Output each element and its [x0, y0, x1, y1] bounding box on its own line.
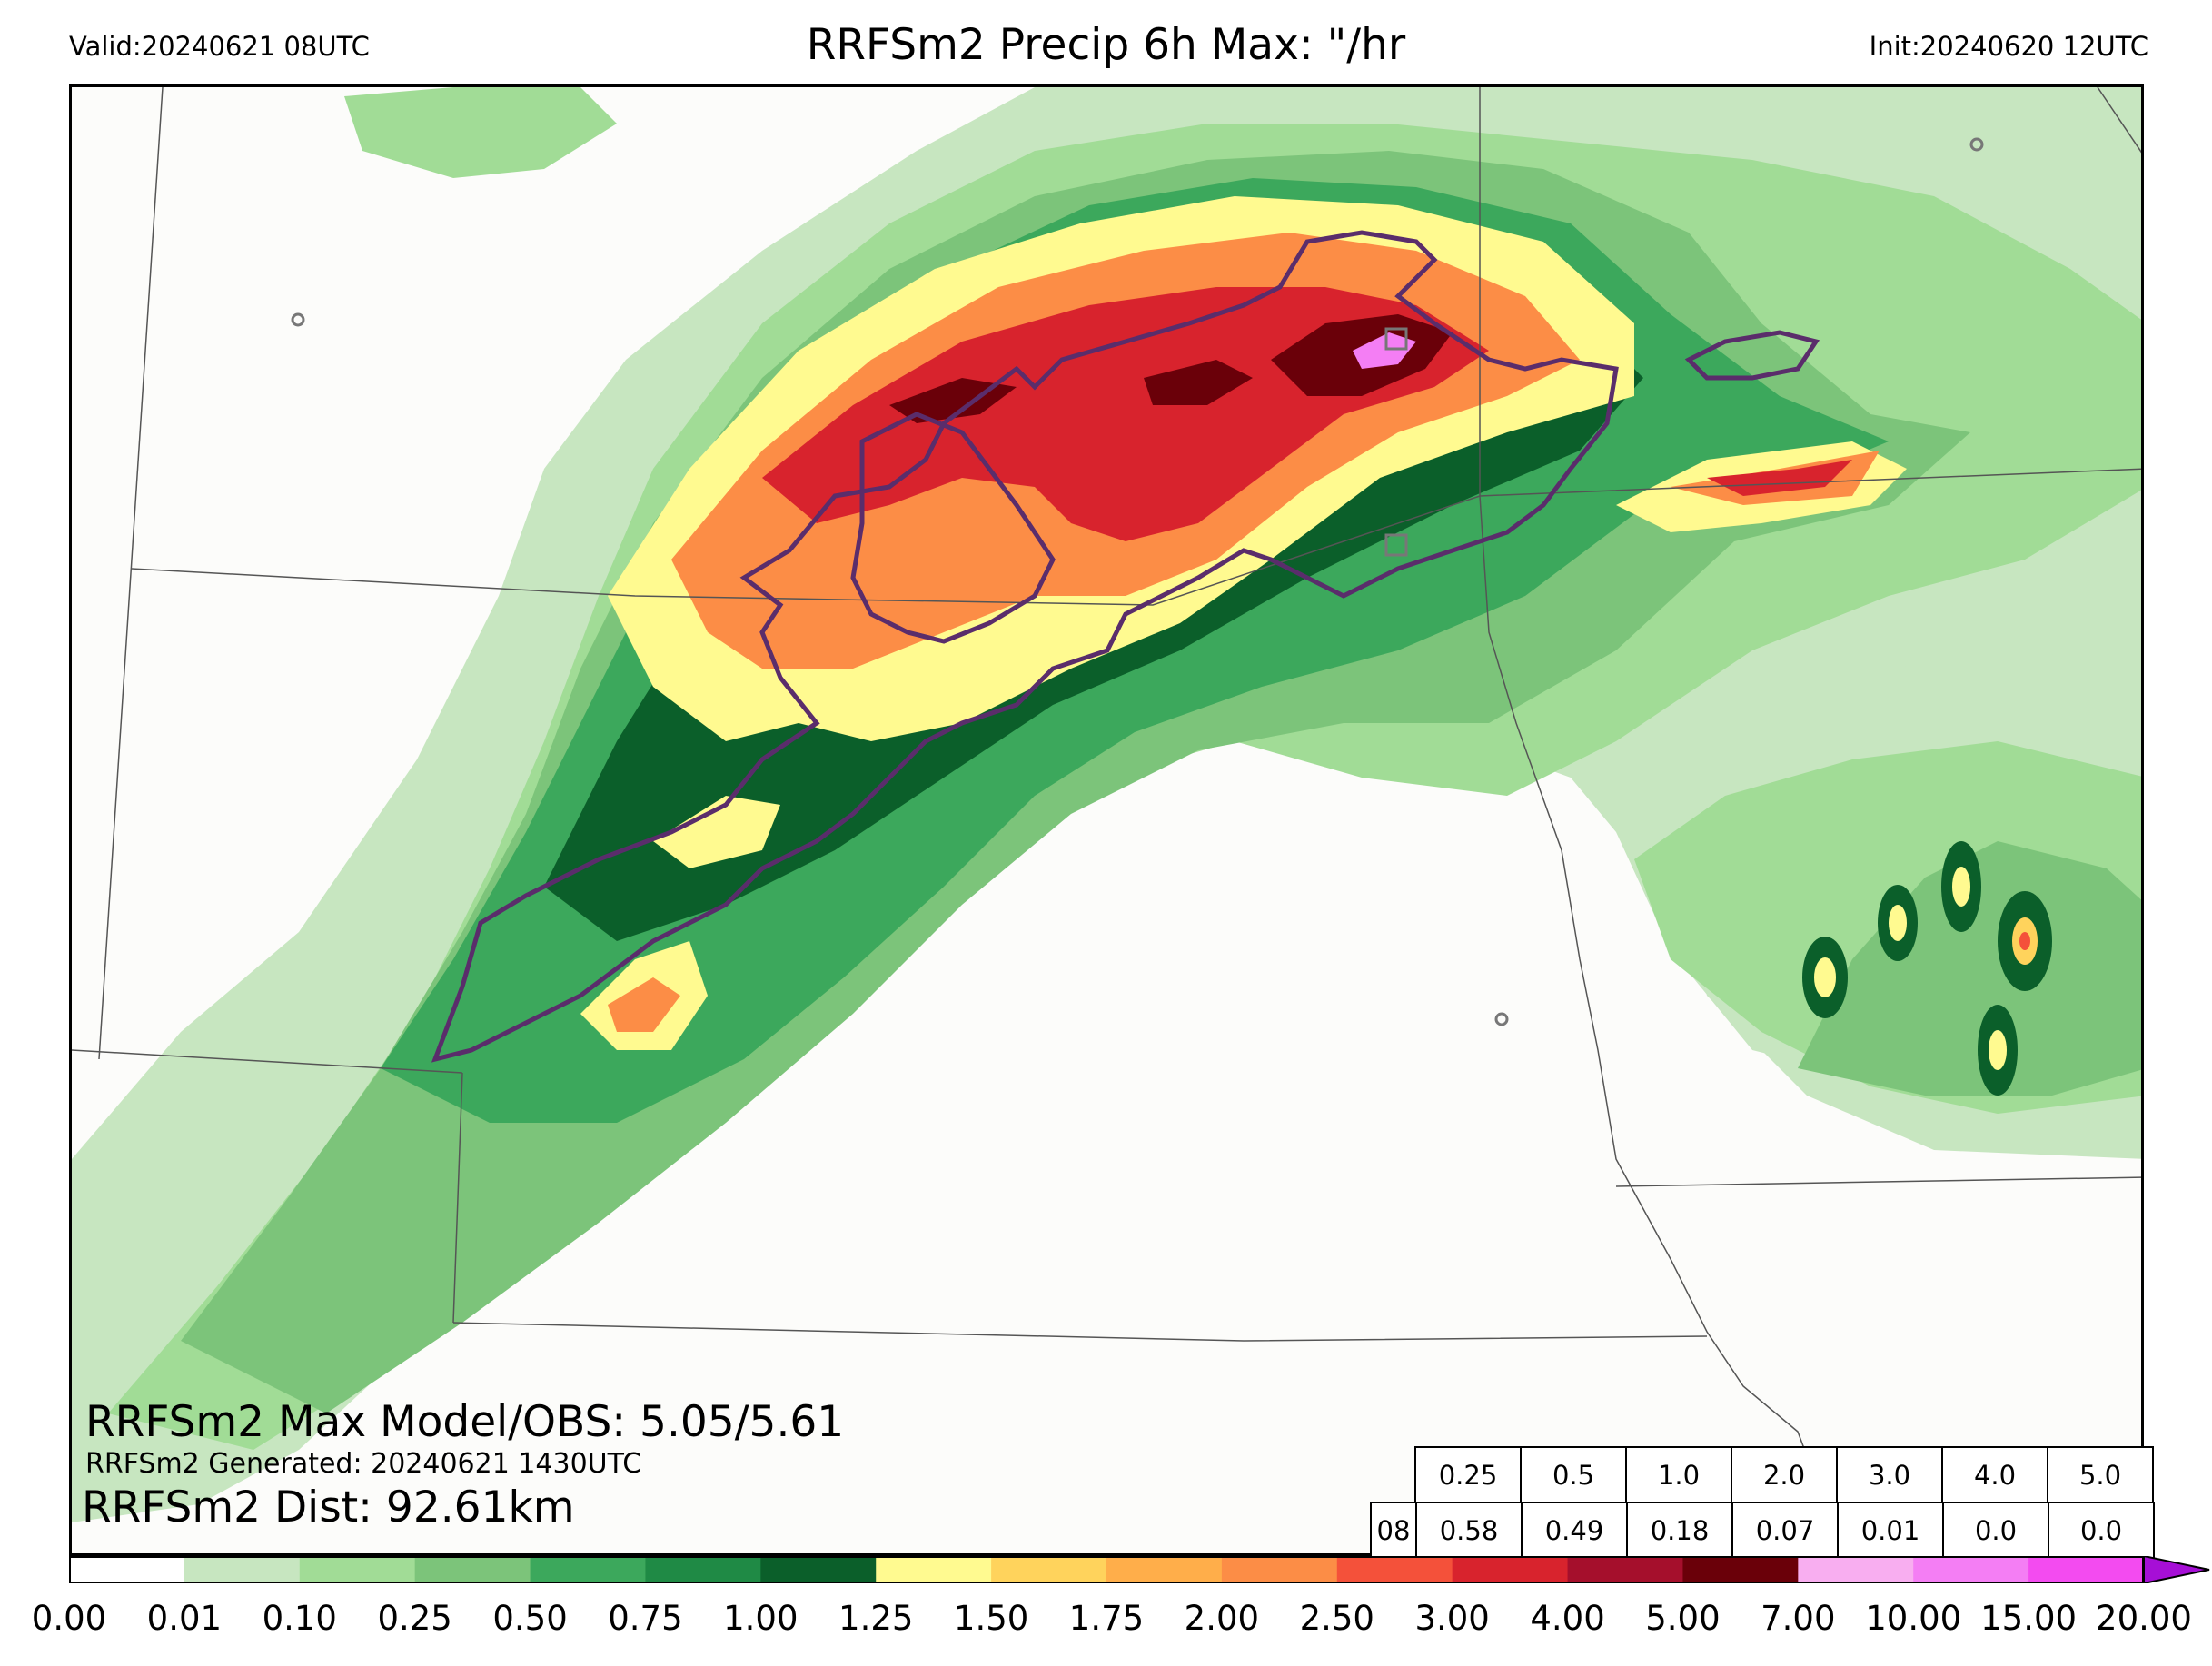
colorbar-tick-label: 0.25 [377, 1599, 452, 1638]
colorbar-segment [530, 1556, 646, 1583]
colorbar-tick-label: 0.50 [492, 1599, 568, 1638]
colorbar-segment [414, 1556, 531, 1583]
colorbar-tick-label: 20.00 [2096, 1599, 2192, 1638]
map-canvas [72, 87, 2141, 1553]
colorbar-tick-label: 7.00 [1761, 1599, 1836, 1638]
colorbar-segment [69, 1556, 185, 1583]
colorbar-tick-label: 15.00 [1980, 1599, 2078, 1638]
value-cell: 0.01 [1837, 1502, 1944, 1560]
chart-title: RRFSm2 Precip 6h Max: "/hr [806, 20, 1406, 70]
colorbar-segment [1106, 1556, 1223, 1583]
colorbar-tick-label: 1.50 [953, 1599, 1029, 1638]
colorbar-segment [299, 1556, 416, 1583]
state-boundaries [72, 87, 2141, 1553]
colorbar-tick-label: 2.00 [1184, 1599, 1260, 1638]
threshold-cell: 4.0 [1941, 1446, 2048, 1504]
colorbar-border [69, 1556, 2144, 1583]
value-cell: 0.58 [1415, 1502, 1523, 1560]
threshold-header-row: 0.25 0.5 1.0 2.0 3.0 4.0 5.0 [1414, 1446, 2154, 1504]
threshold-cell: 5.0 [2047, 1446, 2154, 1504]
colorbar-segment [1913, 1556, 2029, 1583]
threshold-cell: 0.5 [1520, 1446, 1627, 1504]
colorbar-tick-label: 4.00 [1530, 1599, 1605, 1638]
threshold-value-row: 08 0.58 0.49 0.18 0.07 0.01 0.0 0.0 [1370, 1502, 2155, 1560]
colorbar-segment [1682, 1556, 1799, 1583]
colorbar-segment [760, 1556, 877, 1583]
colorbar-segment [645, 1556, 761, 1583]
threshold-cell: 3.0 [1836, 1446, 1943, 1504]
colorbar-segment [1221, 1556, 1338, 1583]
hour-cell: 08 [1370, 1502, 1417, 1560]
colorbar-extend-arrow [2143, 1556, 2210, 1583]
colorbar-segment [1336, 1556, 1453, 1583]
threshold-cell: 2.0 [1731, 1446, 1838, 1504]
colorbar-tick-label: 0.75 [608, 1599, 683, 1638]
colorbar-segment [1567, 1556, 1683, 1583]
colorbar-segment [876, 1556, 992, 1583]
colorbar-tick-label: 2.50 [1299, 1599, 1374, 1638]
colorbar-segment [1452, 1556, 1569, 1583]
colorbar-tick-label: 5.00 [1645, 1599, 1721, 1638]
init-time-label: Init:20240620 12UTC [1869, 31, 2148, 62]
colorbar-tick-label: 3.00 [1414, 1599, 1490, 1638]
distance-label: RRFSm2 Dist: 92.61km [82, 1483, 575, 1532]
colorbar-tick-label: 0.01 [146, 1599, 223, 1638]
colorbar-tick-label: 1.00 [723, 1599, 799, 1638]
colorbar-segment [1798, 1556, 1914, 1583]
colorbar-tick-label: 0.10 [262, 1599, 337, 1638]
max-model-obs-label: RRFSm2 Max Model/OBS: 5.05/5.61 [85, 1397, 845, 1447]
value-cell: 0.0 [1942, 1502, 2049, 1560]
colorbar-tick-label: 0.00 [31, 1599, 107, 1638]
threshold-cell: 0.25 [1414, 1446, 1522, 1504]
colorbar-tick-label: 10.00 [1865, 1599, 1962, 1638]
colorbar [69, 1556, 2210, 1583]
value-cell: 0.0 [2048, 1502, 2155, 1560]
colorbar-segment [2028, 1556, 2145, 1583]
value-cell: 0.18 [1626, 1502, 1733, 1560]
value-cell: 0.07 [1731, 1502, 1839, 1560]
obs-contour [431, 230, 1820, 1063]
colorbar-tick-label: 1.75 [1068, 1599, 1145, 1638]
colorbar-labels: 0.00 0.01 0.10 0.25 0.50 0.75 1.00 1.25 1.50 1.75… [0, 1599, 2212, 1644]
precip-map [69, 84, 2144, 1556]
colorbar-tick-label: 1.25 [838, 1599, 914, 1638]
precip-pink-area [1353, 332, 1416, 369]
precip-cells-southeast [1802, 841, 2052, 1096]
threshold-cell: 1.0 [1625, 1446, 1732, 1504]
valid-time-label: Valid:20240621 08UTC [69, 31, 370, 62]
colorbar-segment [991, 1556, 1107, 1583]
generated-time-label: RRFSm2 Generated: 20240621 1430UTC [85, 1448, 642, 1480]
value-cell: 0.49 [1521, 1502, 1628, 1560]
colorbar-segment [184, 1556, 301, 1583]
station-markers [291, 137, 1984, 1026]
